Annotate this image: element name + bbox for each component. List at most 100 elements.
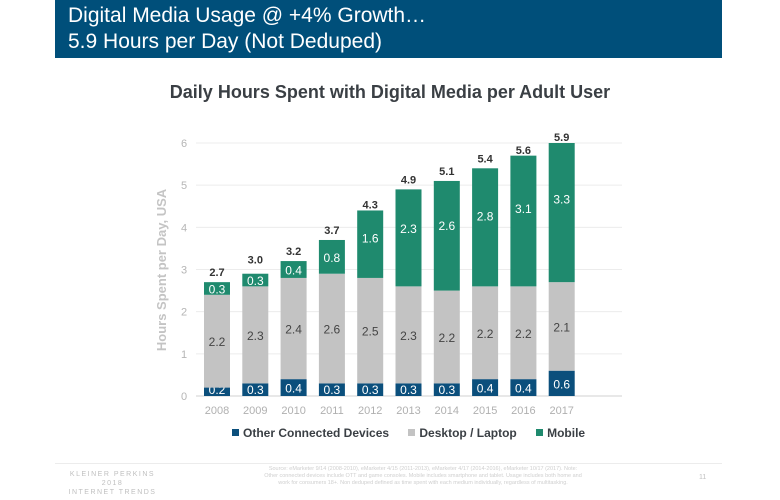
chart-title: Daily Hours Spent with Digital Media per… (169, 82, 611, 102)
brand-line1: KLEINER PERKINS (69, 471, 156, 478)
x-tick-label: 2011 (320, 405, 344, 417)
bar-segment-other (242, 383, 269, 396)
bar-segment-desktop (395, 286, 422, 384)
bar-segment-other (472, 379, 499, 396)
segment-label-desktop: 2.6 (324, 323, 341, 337)
bar-total-label: 4.9 (401, 174, 416, 186)
slide-title-line2: 5.9 Hours per Day (Not Deduped) (68, 30, 382, 53)
bar-total-label: 5.6 (516, 145, 531, 157)
segment-label-mobile: 0.3 (209, 282, 226, 296)
source-line2: Other connected devices include OTT and … (264, 473, 582, 479)
segment-label-other: 0.3 (247, 383, 264, 397)
bar-total-label: 5.4 (477, 153, 493, 165)
bar-segment-other (433, 383, 460, 396)
segment-label-desktop: 2.2 (438, 331, 455, 345)
segment-label-desktop: 2.3 (247, 329, 264, 343)
bar-segment-desktop (242, 286, 269, 384)
bar-total-label: 2.7 (209, 267, 224, 279)
bar-segment-mobile (395, 189, 422, 287)
bar-total-label: 3.7 (324, 225, 339, 237)
segment-label-other: 0.3 (362, 383, 379, 397)
segment-label-other: 0.3 (438, 383, 455, 397)
x-tick-label: 2016 (511, 405, 535, 417)
x-tick-label: 2012 (358, 405, 382, 417)
source-note: Source: eMarketer 9/14 (2008-2010), eMar… (228, 466, 618, 487)
bar-segment-mobile (548, 143, 575, 283)
x-tick-label: 2014 (435, 405, 459, 417)
bar-segment-mobile (204, 282, 230, 295)
legend-label-other: Other Connected Devices (243, 426, 390, 440)
segment-label-other: 0.3 (400, 383, 417, 397)
segment-label-desktop: 2.2 (209, 335, 226, 349)
segment-label-other: 0.6 (553, 377, 570, 391)
legend-item-other: Other Connected Devices (232, 426, 389, 440)
x-tick-label: 2010 (281, 405, 305, 417)
bar-segment-desktop (204, 294, 230, 388)
x-tick-label: 2009 (243, 405, 267, 417)
bar-segment-mobile (510, 155, 537, 287)
y-axis-label: Hours Spent per Day, USA (154, 188, 169, 351)
source-line3: work for consumers 18+. Non deduped defi… (278, 480, 568, 486)
bar-total-label: 3.0 (248, 255, 263, 267)
bar-segment-other (204, 387, 230, 396)
segment-label-mobile: 1.6 (362, 231, 379, 245)
bar-segment-desktop (510, 286, 537, 380)
page-number: 11 (699, 474, 707, 481)
footer-divider (55, 463, 722, 464)
bar-segment-desktop (357, 277, 384, 384)
legend-label-desktop: Desktop / Laptop (419, 426, 517, 440)
bar-segment-mobile (357, 210, 384, 278)
segment-label-mobile: 3.1 (515, 202, 532, 216)
legend-item-desktop: Desktop / Laptop (408, 426, 517, 440)
bar-segment-mobile (242, 273, 269, 287)
x-tick-label: 2017 (549, 405, 573, 417)
slide-header: Digital Media Usage @ +4% Growth… 5.9 Ho… (55, 0, 722, 58)
bar-segment-other (280, 379, 307, 396)
source-line1: Source: eMarketer 9/14 (2008-2010), eMar… (268, 466, 578, 472)
brand-line2: 2018 (101, 480, 124, 487)
bar-segment-mobile (318, 239, 345, 274)
bar-segment-desktop (433, 290, 460, 384)
legend-swatch-mobile (536, 429, 544, 436)
bar-segment-other (395, 383, 422, 396)
y-tick-label: 4 (181, 222, 187, 234)
y-tick-label: 2 (181, 307, 187, 319)
segment-label-mobile: 2.6 (438, 219, 455, 233)
y-tick-label: 6 (181, 138, 187, 150)
bar-segment-other (357, 383, 384, 396)
y-tick-label: 5 (181, 180, 187, 192)
segment-label-mobile: 3.3 (553, 193, 570, 207)
y-tick-label: 1 (181, 349, 187, 361)
segment-label-desktop: 2.3 (400, 329, 417, 343)
segment-label-mobile: 2.8 (477, 210, 494, 224)
segment-label-mobile: 0.3 (247, 274, 264, 288)
brand-line3: INTERNET TRENDS (68, 489, 157, 496)
brand-logo-text: KLEINER PERKINS 2018 INTERNET TRENDS (60, 470, 165, 497)
x-tick-label: 2013 (396, 405, 420, 417)
bar-segment-desktop (318, 273, 345, 384)
legend-swatch-desktop (408, 429, 416, 436)
segment-label-other: 0.4 (477, 382, 494, 396)
bar-segment-mobile (433, 180, 460, 291)
chart-legend: Other Connected Devices Desktop / Laptop… (232, 426, 601, 440)
bar-segment-desktop (280, 277, 307, 380)
x-tick-label: 2015 (473, 405, 497, 417)
bar-total-label: 4.3 (363, 200, 378, 212)
bar-segment-other (318, 383, 345, 396)
segment-label-other: 0.4 (285, 382, 302, 396)
segment-label-desktop: 2.5 (362, 325, 379, 339)
legend-swatch-other (232, 429, 239, 436)
bar-segment-other (548, 370, 575, 396)
segment-label-mobile: 0.8 (324, 251, 341, 265)
legend-item-mobile: Mobile (536, 426, 585, 440)
bar-segment-desktop (472, 286, 499, 380)
segment-label-other: 0.3 (324, 383, 341, 397)
segment-label-desktop: 2.2 (515, 327, 532, 341)
y-tick-label: 3 (181, 265, 187, 277)
slide-title-line1: Digital Media Usage @ +4% Growth… (68, 4, 427, 27)
x-tick-label: 2008 (205, 405, 229, 417)
legend-label-mobile: Mobile (547, 426, 586, 440)
segment-label-mobile: 0.4 (285, 264, 302, 278)
bar-segment-other (510, 379, 537, 396)
